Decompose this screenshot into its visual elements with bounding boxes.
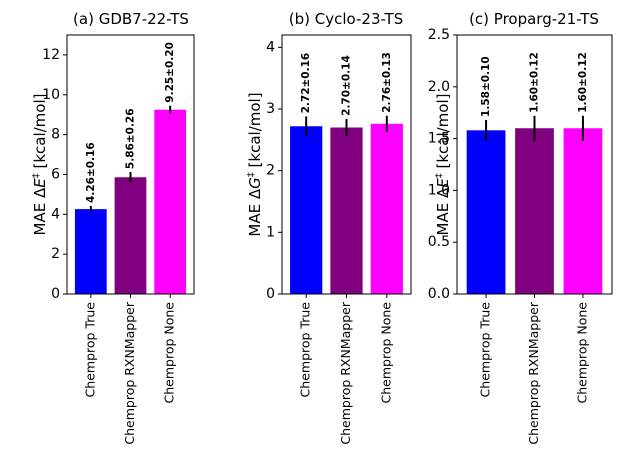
y-tick-label: 8 (51, 127, 60, 143)
data-label: 2.70±0.14 (341, 55, 353, 116)
chart-title: (a) GDB7-22-TS (73, 10, 189, 28)
y-tick-label: 1 (266, 224, 275, 240)
x-tick-label: Chemprop None (378, 302, 393, 404)
bar (563, 128, 603, 294)
y-tick-label: 4 (51, 206, 60, 222)
bar (370, 123, 403, 294)
chart-panel-2: (b) Cyclo-23-TS MAE ΔG‡ [kcal/mol] 2.72±0.… (246, 10, 412, 445)
bar (466, 130, 506, 294)
y-tick-label: 4 (266, 39, 275, 55)
y-tick-label: 10 (42, 87, 60, 103)
y-axis-label: MAE ΔE‡ [kcal/mol] (434, 94, 452, 236)
plot-frame (281, 34, 412, 295)
data-label: 4.26±0.16 (85, 142, 97, 203)
y-tick-label: 3 (266, 101, 275, 117)
y-tick-label: 2.5 (428, 27, 450, 43)
y-tick-label: 1.5 (428, 131, 450, 147)
y-tick-label: 0.0 (428, 286, 450, 302)
chart-panel-3: (c) Proparg-21-TS MAE ΔE‡ [kcal/mol] 1.58±… (428, 10, 613, 445)
y-tick-label: 1.0 (428, 182, 450, 198)
y-axis-label: MAE ΔE‡ [kcal/mol] (31, 94, 49, 236)
y-tick-label: 2.0 (428, 79, 450, 95)
x-tick-label: Chemprop RXNMapper (526, 301, 541, 444)
y-tick-label: 12 (42, 47, 60, 63)
bar (330, 127, 363, 294)
x-tick-label: Chemprop RXNMapper (122, 301, 137, 444)
data-label: 2.76±0.13 (381, 52, 393, 113)
x-tick-label: Chemprop True (82, 302, 97, 398)
y-axis-label: MAE ΔG‡ [kcal/mol] (246, 92, 264, 236)
x-tick-label: Chemprop True (478, 302, 493, 398)
y-tick-label: 6 (51, 166, 60, 182)
bar (74, 209, 107, 294)
x-tick-label: Chemprop None (162, 302, 177, 404)
data-label: 2.72±0.16 (300, 53, 312, 114)
data-label: 1.60±0.12 (529, 52, 541, 113)
bar (515, 128, 554, 294)
bar (290, 126, 323, 295)
x-tick-label: Chemprop None (574, 302, 589, 404)
y-tick-label: 0 (266, 286, 275, 302)
data-label: 1.60±0.12 (577, 52, 589, 113)
chart-title: (c) Proparg-21-TS (469, 10, 599, 28)
plot-frame (66, 34, 195, 295)
data-label: 9.25±0.20 (164, 42, 176, 103)
y-tick-label: 0 (51, 286, 60, 302)
y-tick-label: 2 (266, 163, 275, 179)
y-tick-label: 2 (51, 246, 60, 262)
bar (154, 109, 187, 294)
plot-frame (456, 34, 613, 295)
data-label: 1.58±0.10 (480, 56, 492, 117)
data-label: 5.86±0.26 (125, 108, 137, 169)
bar (114, 177, 147, 294)
chart-panel-1: (a) GDB7-22-TS MAE ΔE‡ [kcal/mol] 4.26±0.1… (31, 10, 195, 445)
x-tick-label: Chemprop True (298, 302, 313, 398)
y-tick-label: 0.5 (428, 234, 450, 250)
x-tick-label: Chemprop RXNMapper (338, 301, 353, 444)
chart-title: (b) Cyclo-23-TS (289, 10, 403, 28)
